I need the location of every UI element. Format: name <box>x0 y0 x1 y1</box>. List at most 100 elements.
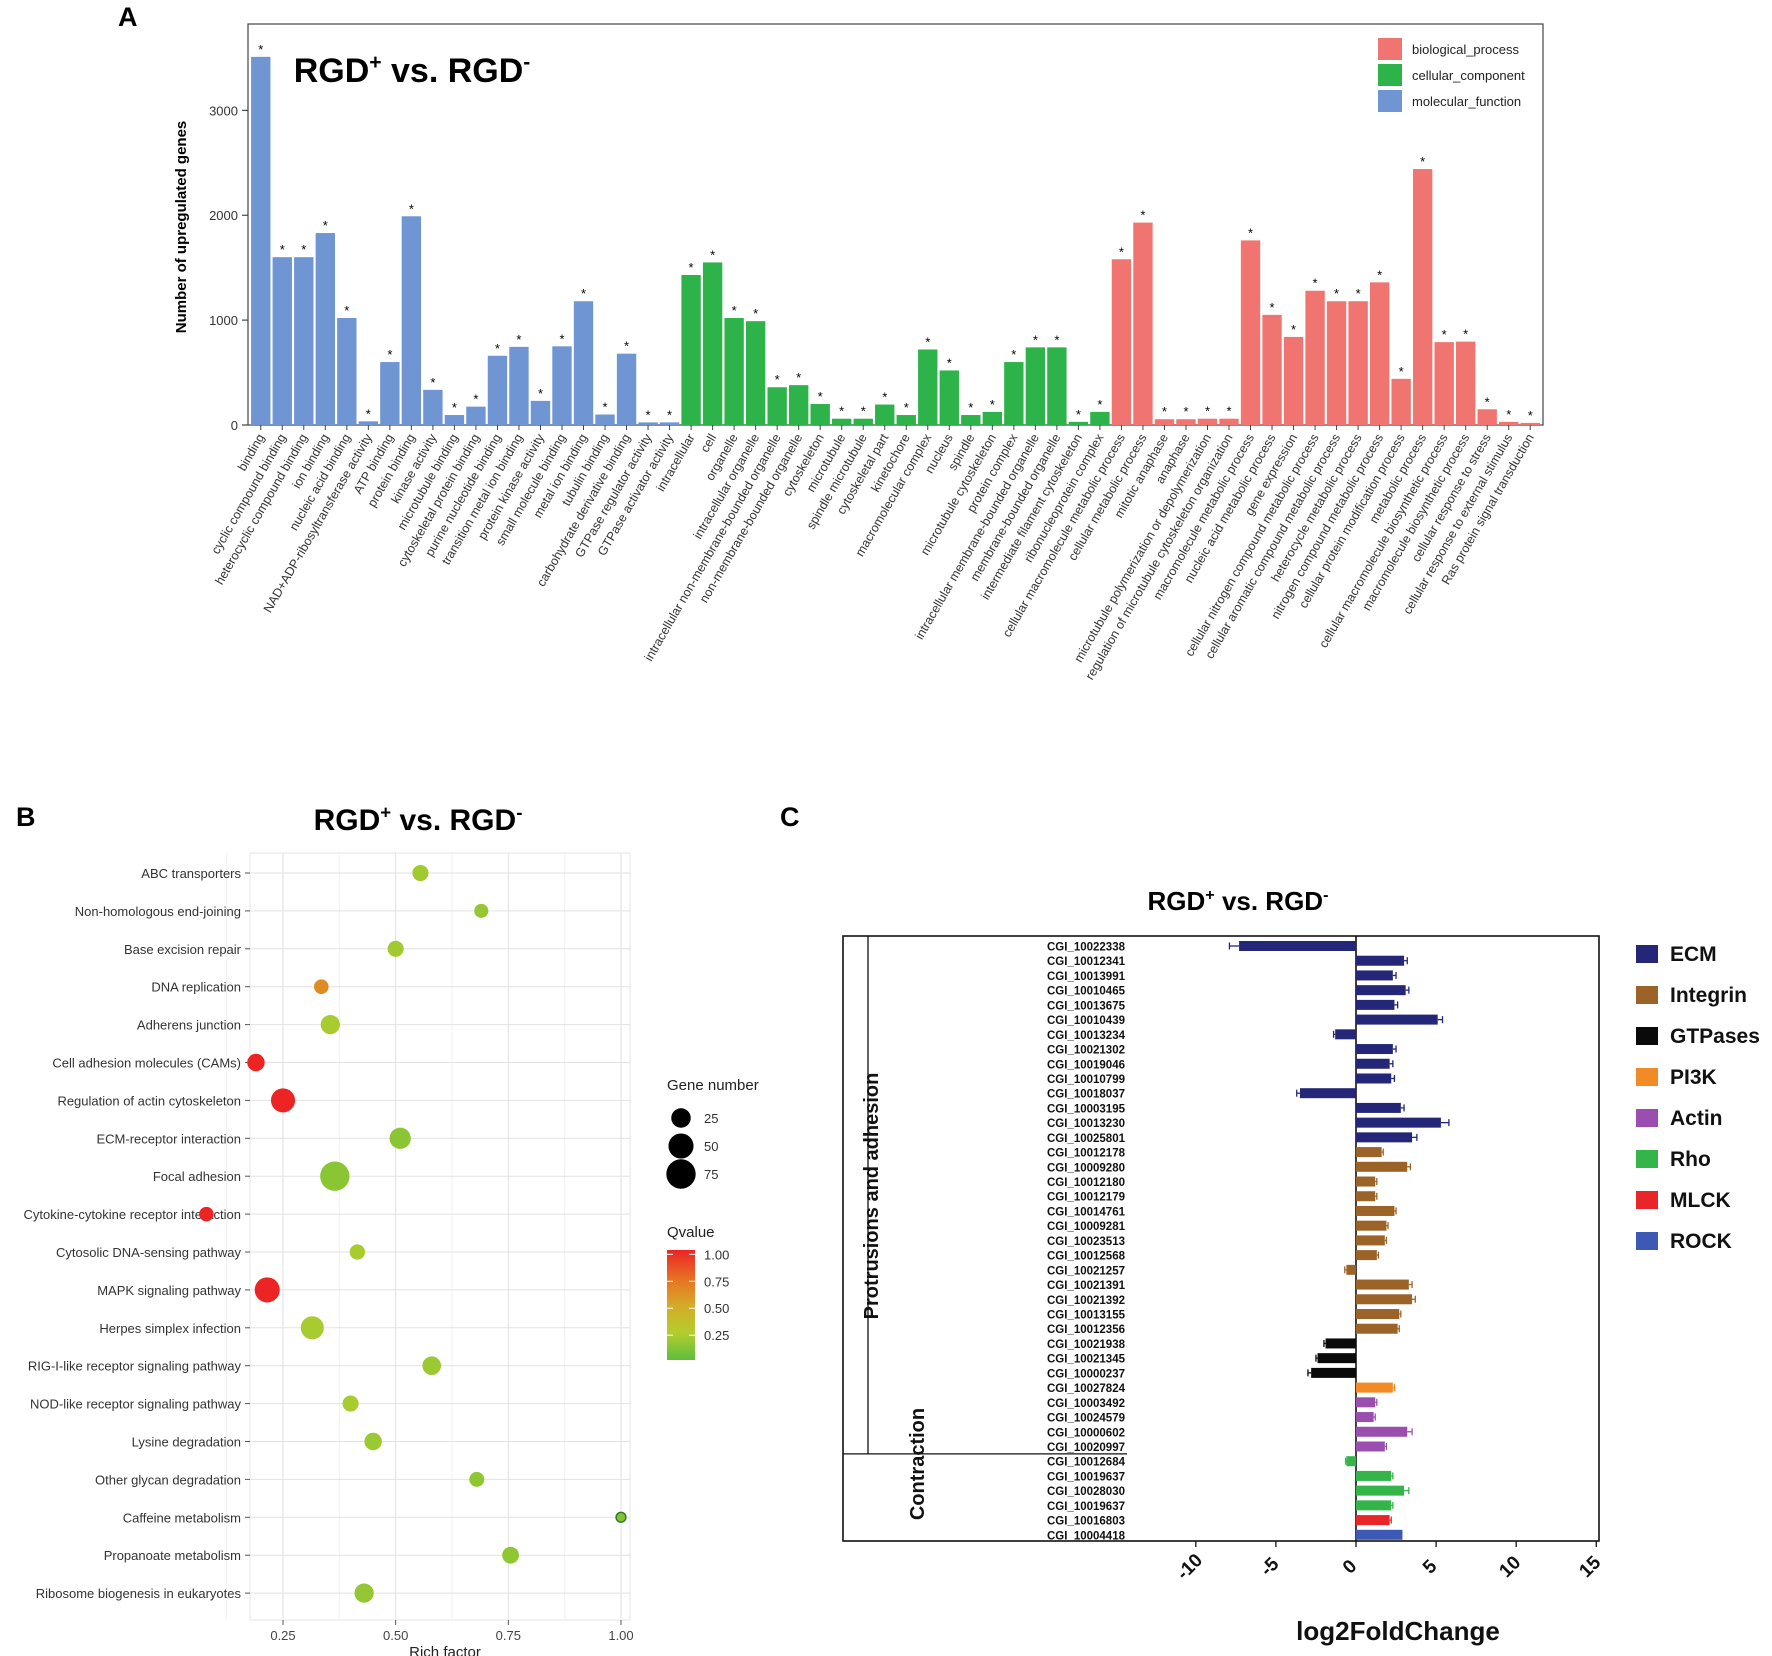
pathway-label: Caffeine metabolism <box>123 1510 241 1525</box>
bar-26 <box>810 404 830 425</box>
point-8 <box>320 1161 350 1191</box>
legend-swatch-Actin <box>1636 1109 1658 1127</box>
bar-star-26: * <box>818 389 823 404</box>
bar-38 <box>1068 421 1089 425</box>
legend-swatch-biological_process <box>1378 38 1402 60</box>
bar-25 <box>788 385 809 425</box>
bar-star-36: * <box>1033 332 1038 347</box>
bar-15 <box>573 301 594 425</box>
point-12 <box>300 1316 324 1340</box>
bar-star-51: * <box>1356 286 1361 301</box>
bar-44 <box>1197 418 1218 425</box>
gene-label: CGI_10013991 <box>1047 971 1126 983</box>
bar-star-25: * <box>796 370 801 385</box>
legend-swatch-ECM <box>1636 945 1658 963</box>
gene-label: CGI_10013234 <box>1047 1030 1126 1042</box>
legend-swatch-cellular_component <box>1378 64 1402 86</box>
pathway-label: DNA replication <box>151 980 241 995</box>
bar-30 <box>896 415 916 425</box>
gene-bar-23 <box>1356 1279 1409 1290</box>
bar-star-29: * <box>882 390 887 405</box>
gene-label: CGI_10012356 <box>1047 1324 1125 1336</box>
legend-label-Rho: Rho <box>1670 1148 1711 1171</box>
bar-star-22: * <box>732 303 737 318</box>
bar-13 <box>530 400 551 425</box>
bar-star-5: * <box>366 406 371 421</box>
gene-bar-9 <box>1356 1073 1392 1084</box>
gene-bar-16 <box>1356 1176 1376 1187</box>
x-tick-label-c: -5 <box>1257 1553 1284 1580</box>
gene-label: CGI_10009281 <box>1047 1221 1126 1233</box>
gene-label: CGI_10019637 <box>1047 1501 1125 1513</box>
bar-star-39: * <box>1097 397 1102 412</box>
bar-4 <box>337 318 357 425</box>
bar-37 <box>1047 347 1067 425</box>
bar-star-28: * <box>861 404 866 419</box>
pathway-label: ECM-receptor interaction <box>97 1131 242 1146</box>
gene-bar-11 <box>1356 1102 1401 1113</box>
gene-label: CGI_10024579 <box>1047 1413 1125 1425</box>
bar-6 <box>380 362 400 425</box>
pathway-label: MAPK signaling pathway <box>97 1283 241 1298</box>
gene-label: CGI_10012179 <box>1047 1192 1125 1204</box>
bar-32 <box>939 370 959 425</box>
panel-letter-c: C <box>780 802 800 832</box>
bar-star-13: * <box>538 386 543 401</box>
gene-bar-8 <box>1356 1058 1390 1069</box>
panel-letter-a: A <box>118 2 138 32</box>
pathway-label: NOD-like receptor signaling pathway <box>30 1397 241 1412</box>
gene-bar-10 <box>1299 1088 1356 1099</box>
bar-11 <box>487 355 508 425</box>
legend-label-ROCK: ROCK <box>1670 1230 1732 1253</box>
gene-bar-20 <box>1356 1235 1385 1246</box>
gene-label: CGI_10003195 <box>1047 1103 1126 1115</box>
legend-label-ECM: ECM <box>1670 943 1717 966</box>
gene-bar-4 <box>1356 999 1395 1010</box>
gene-label: CGI_10010465 <box>1047 986 1126 998</box>
gene-bar-26 <box>1356 1323 1398 1334</box>
bar-48 <box>1283 336 1304 425</box>
gene-label: CGI_10012180 <box>1047 1177 1125 1189</box>
legend-label-GTPases: GTPases <box>1670 1025 1760 1048</box>
bar-1 <box>272 257 292 425</box>
bar-31 <box>918 349 938 425</box>
size-legend-label: 25 <box>704 1111 718 1126</box>
gene-label: CGI_10019637 <box>1047 1471 1125 1483</box>
bar-star-43: * <box>1183 404 1188 419</box>
x-tick-label-c: -10 <box>1173 1550 1207 1584</box>
gene-bar-13 <box>1356 1132 1413 1143</box>
point-10 <box>349 1244 366 1260</box>
pathway-label: Herpes simplex infection <box>99 1321 241 1336</box>
legend-label-Actin: Actin <box>1670 1107 1723 1130</box>
gene-label: CGI_10013675 <box>1047 1000 1126 1012</box>
bar-14 <box>552 346 572 425</box>
point-14 <box>342 1395 359 1412</box>
gene-label: CGI_10027824 <box>1047 1383 1126 1395</box>
bar-53 <box>1391 378 1411 425</box>
bar-star-23: * <box>753 306 758 321</box>
gene-bar-14 <box>1356 1147 1382 1158</box>
chart-a: 0 1000 2000 3000 Number of upregulated genes… <box>173 23 1544 682</box>
bar-46 <box>1240 240 1261 425</box>
bar-star-42: * <box>1162 404 1167 419</box>
pathway-label: Other glycan degradation <box>95 1472 241 1487</box>
bar-star-2: * <box>301 242 306 257</box>
bar-51 <box>1348 301 1368 425</box>
bar-star-20: * <box>689 260 694 275</box>
bar-5 <box>358 421 379 425</box>
legend-swatch-molecular_function <box>1378 90 1402 112</box>
bar-36 <box>1025 347 1046 425</box>
pathway-label: Ribosome biogenesis in eukaryotes <box>36 1586 242 1601</box>
plot-frame-a <box>247 23 1544 426</box>
color-legend-label: 0.75 <box>704 1274 729 1289</box>
gene-bar-38 <box>1356 1500 1392 1511</box>
x-tick-label-b: 0.25 <box>270 1628 295 1643</box>
bar-star-37: * <box>1054 332 1059 347</box>
gene-label: CGI_10000602 <box>1047 1427 1125 1439</box>
gene-label: CGI_10010439 <box>1047 1015 1125 1027</box>
y-tick-label-a: 1000 <box>209 313 238 328</box>
legend-swatch-GTPases <box>1636 1027 1658 1045</box>
gene-label: CGI_10021391 <box>1047 1280 1126 1292</box>
pathway-label: Regulation of actin cytoskeleton <box>57 1093 241 1108</box>
point-13 <box>422 1356 442 1376</box>
